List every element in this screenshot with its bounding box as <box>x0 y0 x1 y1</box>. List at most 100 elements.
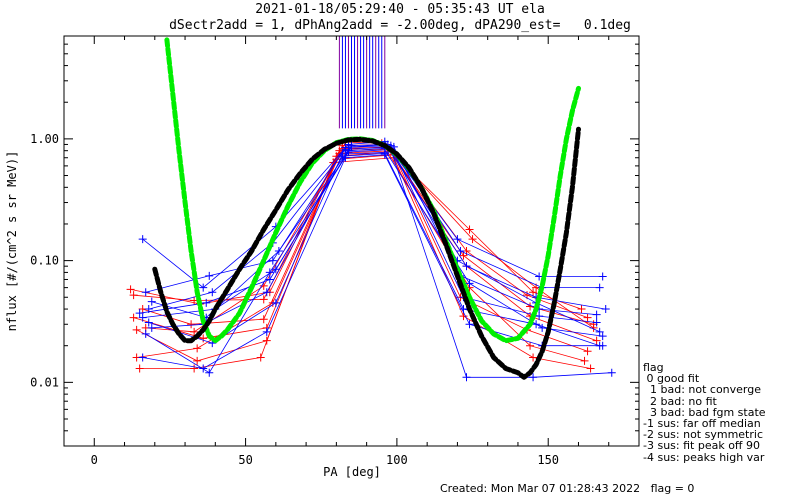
data-point-blue <box>147 323 156 332</box>
series-line-blue <box>142 141 603 289</box>
legend-item: -2 sus: not symmetric <box>643 428 763 442</box>
data-point-blue <box>595 341 604 350</box>
created-timestamp: Created: Mon Mar 07 01:28:43 2022 <box>440 482 641 495</box>
series-line-blue <box>145 145 600 293</box>
data-point-blue <box>595 283 604 292</box>
legend-item: 0 good fit <box>643 372 700 386</box>
data-point-blue <box>262 288 271 297</box>
data-point-red <box>132 325 141 334</box>
legend-item: 3 bad: bad fgm state <box>643 405 766 419</box>
data-point-blue <box>462 262 471 271</box>
data-point-blue <box>347 142 356 151</box>
series-line-blue <box>151 152 600 347</box>
data-point-blue <box>144 305 153 314</box>
series-line-blue <box>148 151 597 344</box>
data-point-red <box>468 235 477 244</box>
data-point-red <box>256 353 265 362</box>
series-line-blue <box>139 147 606 314</box>
data-point-red <box>529 353 538 362</box>
legend-item: 1 bad: not converge <box>643 383 762 397</box>
data-point-blue <box>462 373 471 382</box>
data-point-blue <box>465 320 474 329</box>
y-tick-label: 0.10 <box>30 254 59 268</box>
data-point-blue <box>465 279 474 288</box>
data-point-blue <box>205 271 214 280</box>
data-point-red <box>465 225 474 234</box>
x-tick-label: 150 <box>537 453 559 467</box>
legend-item: -3 sus: fit peak off 90 <box>643 439 760 453</box>
data-point-blue <box>459 305 468 314</box>
data-point-blue <box>205 368 214 377</box>
data-point-blue <box>607 368 616 377</box>
data-point-blue <box>199 364 208 373</box>
data-point-blue <box>135 309 144 318</box>
x-tick-label: 50 <box>238 453 252 467</box>
data-point-red <box>259 315 268 324</box>
y-tick-label: 0.01 <box>30 375 59 389</box>
data-point-blue <box>598 272 607 281</box>
data-point-blue <box>338 152 347 161</box>
y-tick-label: 1.00 <box>30 132 59 146</box>
flag-value: flag = 0 <box>650 482 695 495</box>
data-point-red <box>135 364 144 373</box>
data-point-red <box>459 251 468 260</box>
series-line-blue <box>142 154 603 369</box>
legend-title: flag <box>643 361 664 374</box>
data-point-blue <box>341 145 350 154</box>
data-point-blue <box>141 329 150 338</box>
data-point-blue <box>202 298 211 307</box>
legend-item: -1 sus: far off median <box>643 417 761 431</box>
data-point-red <box>580 356 589 365</box>
data-point-red <box>526 341 535 350</box>
data-point-blue <box>535 312 544 321</box>
chart-title-line2: dSectr2add = 1, dPhAng2add = -2.00deg, d… <box>169 18 631 33</box>
data-point-red <box>577 305 586 314</box>
data-point-blue <box>268 256 277 265</box>
data-point-blue <box>138 313 147 322</box>
data-point-blue <box>144 318 153 327</box>
data-point-blue <box>141 288 150 297</box>
data-point-blue <box>271 298 280 307</box>
series-line-red <box>133 148 588 318</box>
data-point-blue <box>380 149 389 158</box>
data-point-red <box>193 344 202 353</box>
data-point-red <box>187 320 196 329</box>
data-point-blue <box>453 235 462 244</box>
data-point-blue <box>208 288 217 297</box>
data-point-red <box>190 327 199 336</box>
series-line-red <box>142 150 597 342</box>
chart-title-line1: 2021-01-18/05:29:40 - 05:35:43 UT ela <box>255 2 545 17</box>
data-point-blue <box>538 323 547 332</box>
fit-curve-black <box>152 126 581 380</box>
data-point-red <box>459 312 468 321</box>
x-axis-label: PA [deg] <box>323 465 381 479</box>
data-point-blue <box>271 265 280 274</box>
sector-marker-lines <box>338 36 386 129</box>
data-point-blue <box>138 235 147 244</box>
data-point-blue <box>601 305 610 314</box>
data-point-blue <box>138 353 147 362</box>
data-point-red <box>583 313 592 322</box>
data-point-red <box>190 364 199 373</box>
data-point-blue <box>456 246 465 255</box>
data-point-red <box>583 347 592 356</box>
data-point-blue <box>529 373 538 382</box>
data-point-red <box>126 285 135 294</box>
data-point-blue <box>535 272 544 281</box>
series-line-blue <box>148 146 597 315</box>
data-point-red <box>529 288 538 297</box>
data-point-red <box>259 295 268 304</box>
legend-item: -4 sus: peaks high var <box>643 450 765 464</box>
data-point-red <box>129 313 138 322</box>
data-point-blue <box>598 332 607 341</box>
data-point-red <box>586 364 595 373</box>
data-point-blue <box>199 283 208 292</box>
legend-item: 2 bad: no fit <box>643 394 717 408</box>
data-point-red <box>129 291 138 300</box>
x-tick-label: 0 <box>91 453 98 467</box>
fit-curves-group <box>152 37 581 380</box>
x-tick-label: 100 <box>386 453 408 467</box>
series-line-red <box>136 141 582 358</box>
data-point-blue <box>265 268 274 277</box>
